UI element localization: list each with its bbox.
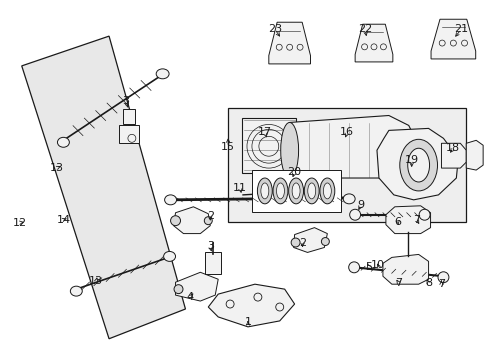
Text: 23: 23 <box>267 24 281 34</box>
Polygon shape <box>441 143 466 168</box>
Text: 15: 15 <box>221 142 235 152</box>
Ellipse shape <box>323 183 331 199</box>
Text: 7: 7 <box>394 278 402 288</box>
Polygon shape <box>173 207 210 234</box>
Ellipse shape <box>418 209 429 220</box>
Ellipse shape <box>260 183 268 199</box>
Ellipse shape <box>348 262 359 273</box>
Bar <box>228 108 466 222</box>
Text: 2: 2 <box>206 211 213 221</box>
Polygon shape <box>466 140 482 170</box>
Ellipse shape <box>276 183 284 199</box>
Ellipse shape <box>321 238 328 246</box>
Ellipse shape <box>407 148 428 182</box>
Polygon shape <box>242 118 295 173</box>
Ellipse shape <box>57 137 69 147</box>
Ellipse shape <box>437 272 448 283</box>
Ellipse shape <box>156 69 169 79</box>
Ellipse shape <box>280 122 298 178</box>
Polygon shape <box>382 255 427 284</box>
Polygon shape <box>268 22 310 64</box>
Text: 19: 19 <box>404 155 418 165</box>
Text: 13: 13 <box>49 163 63 173</box>
Text: 6: 6 <box>393 217 401 227</box>
Text: 7: 7 <box>412 215 419 225</box>
Ellipse shape <box>349 209 360 220</box>
Polygon shape <box>430 19 475 59</box>
Text: 9: 9 <box>357 200 364 210</box>
Ellipse shape <box>170 216 180 226</box>
Text: 4: 4 <box>186 292 194 302</box>
Text: 22: 22 <box>357 24 371 34</box>
Text: 12: 12 <box>13 218 27 228</box>
Text: 20: 20 <box>287 167 301 177</box>
Ellipse shape <box>319 178 334 204</box>
Text: 10: 10 <box>370 260 384 270</box>
Ellipse shape <box>304 178 319 204</box>
Polygon shape <box>293 228 326 252</box>
Ellipse shape <box>257 178 272 204</box>
Text: 14: 14 <box>56 215 70 225</box>
Text: 16: 16 <box>340 127 353 138</box>
Bar <box>251 170 341 212</box>
Text: 3: 3 <box>206 242 213 252</box>
Text: 3: 3 <box>122 96 129 105</box>
Ellipse shape <box>307 183 315 199</box>
Text: 17: 17 <box>257 127 271 138</box>
Ellipse shape <box>163 251 175 261</box>
Polygon shape <box>21 36 185 339</box>
Ellipse shape <box>291 183 300 199</box>
Bar <box>205 252 221 274</box>
Text: 7: 7 <box>437 279 444 289</box>
Ellipse shape <box>343 194 354 204</box>
Bar <box>119 125 139 143</box>
Ellipse shape <box>290 238 300 247</box>
Ellipse shape <box>70 286 82 296</box>
Polygon shape <box>289 116 418 178</box>
Polygon shape <box>376 129 457 200</box>
Polygon shape <box>175 272 218 301</box>
Ellipse shape <box>288 178 303 204</box>
Polygon shape <box>208 284 294 327</box>
Ellipse shape <box>272 178 287 204</box>
Ellipse shape <box>399 139 437 191</box>
Text: 1: 1 <box>244 317 251 327</box>
Text: 5: 5 <box>365 262 372 272</box>
Polygon shape <box>354 24 392 62</box>
Text: 11: 11 <box>233 183 246 193</box>
Text: 21: 21 <box>453 24 468 34</box>
Text: 8: 8 <box>424 278 431 288</box>
Ellipse shape <box>164 195 176 205</box>
Text: 13: 13 <box>89 276 103 286</box>
Bar <box>122 109 135 125</box>
Ellipse shape <box>174 285 183 294</box>
Text: 2: 2 <box>298 238 305 248</box>
Text: 18: 18 <box>446 143 460 153</box>
Polygon shape <box>385 206 429 234</box>
Ellipse shape <box>204 217 212 225</box>
